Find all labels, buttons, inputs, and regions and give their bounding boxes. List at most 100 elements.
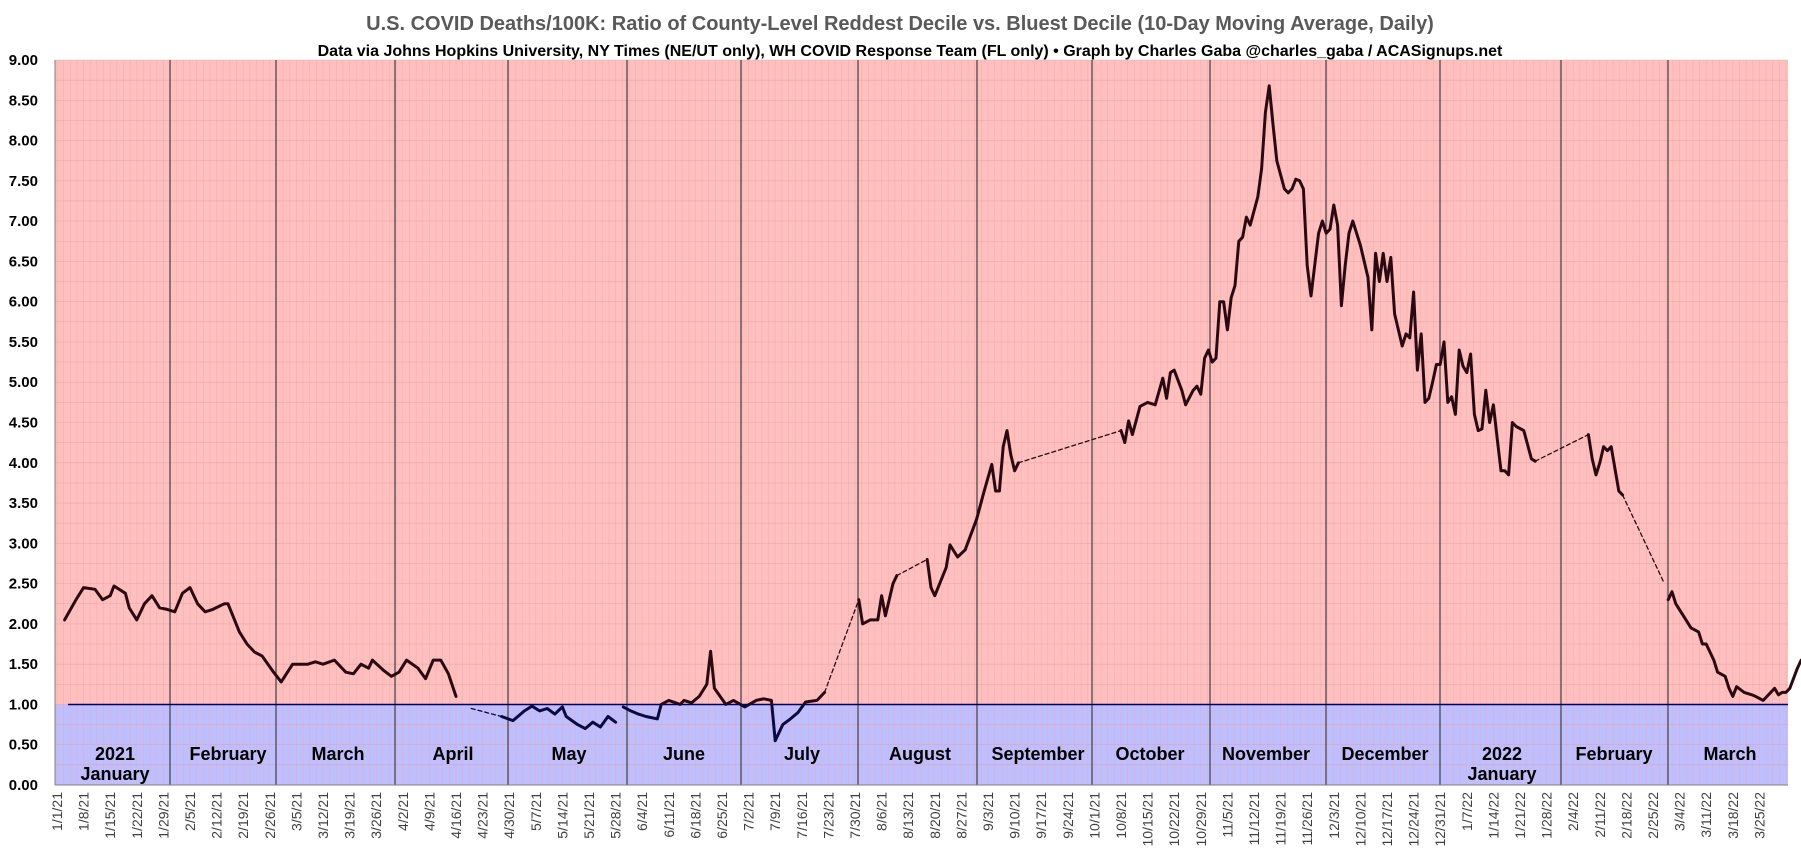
- data-series-segment: [1666, 590, 1801, 702]
- x-tick-label: 1/28/22: [1539, 792, 1555, 839]
- x-tick-label: 6/4/21: [634, 792, 650, 831]
- x-tick-label: 11/5/21: [1219, 792, 1235, 838]
- data-series-segment: [500, 704, 618, 731]
- x-tick-label: 2/4/22: [1565, 792, 1581, 831]
- y-tick-label: 2.50: [9, 576, 38, 593]
- x-tick-label: 9/17/21: [1033, 792, 1049, 839]
- x-tick-label: 9/24/21: [1060, 792, 1076, 839]
- x-tick-label: 2/25/22: [1645, 792, 1661, 839]
- x-tick-label: 11/19/21: [1273, 792, 1289, 846]
- month-label: December: [1341, 744, 1428, 764]
- x-tick-label: 6/11/21: [661, 792, 677, 838]
- x-tick-label: 1/8/21: [76, 792, 92, 831]
- y-tick-label: 6.00: [9, 294, 38, 311]
- y-tick-label: 0.00: [9, 777, 38, 794]
- y-tick-label: 7.50: [9, 173, 38, 190]
- x-tick-label: 5/28/21: [608, 792, 624, 839]
- x-tick-label: 1/14/22: [1485, 792, 1501, 839]
- data-series-segment: [1119, 84, 1537, 477]
- month-label: November: [1222, 744, 1310, 764]
- chart-subtitle: Data via Johns Hopkins University, NY Ti…: [318, 43, 1503, 60]
- month-label-sub: January: [80, 764, 149, 784]
- y-tick-label: 3.00: [9, 535, 38, 552]
- y-tick-label: 9.00: [9, 52, 38, 69]
- month-label: September: [991, 744, 1084, 764]
- y-tick-label: 2.00: [9, 616, 38, 633]
- x-tick-label: 12/31/21: [1432, 792, 1448, 847]
- x-tick-label: 10/1/21: [1086, 792, 1102, 839]
- data-series-segment: [621, 704, 806, 743]
- x-tick-label: 1/15/21: [102, 792, 118, 839]
- month-label: 2022: [1482, 744, 1522, 764]
- x-tick-label: 3/25/22: [1751, 792, 1767, 839]
- x-tick-label: 3/26/21: [368, 792, 384, 839]
- x-tick-label: 2/19/21: [235, 792, 251, 839]
- x-tick-label: 2/12/21: [209, 792, 225, 839]
- x-tick-label: 8/13/21: [900, 792, 916, 839]
- x-tick-label: 5/7/21: [528, 792, 544, 831]
- month-label: March: [311, 744, 364, 764]
- x-tick-label: 9/10/21: [1007, 792, 1023, 839]
- plot-area: 0.00 0.50 1.00 1.50 2.00 2.50 3.00 3.50 4.00 4.50…: [9, 52, 1801, 847]
- month-label-sub: January: [1467, 764, 1536, 784]
- chart-title: U.S. COVID Deaths/100K: Ratio of County-…: [366, 13, 1434, 35]
- x-tick-label: 11/26/21: [1299, 792, 1315, 846]
- y-tick-label: 4.00: [9, 455, 38, 472]
- x-tick-label: 3/4/22: [1672, 792, 1688, 831]
- y-tick-label: 1.50: [9, 656, 38, 673]
- x-tick-label: 2/26/21: [262, 792, 278, 839]
- month-label: October: [1115, 744, 1184, 764]
- month-label: June: [663, 744, 705, 764]
- x-tick-label: 4/16/21: [448, 792, 464, 839]
- x-tick-label: 6/25/21: [714, 792, 730, 839]
- data-series-segment: [925, 429, 1020, 598]
- x-tick-label: 3/11/22: [1698, 792, 1714, 838]
- x-tick-label: 4/2/21: [395, 792, 411, 831]
- x-tick-label: 12/17/21: [1379, 792, 1395, 847]
- data-series-segment: [823, 599, 860, 694]
- x-tick-label: 2/18/22: [1618, 792, 1634, 839]
- data-series-segment: [470, 707, 503, 718]
- month-label: February: [189, 744, 266, 764]
- data-series-segment: [63, 584, 458, 698]
- x-tick-label: 3/19/21: [342, 792, 358, 839]
- x-tick-label: 5/14/21: [554, 792, 570, 839]
- y-tick-label: 5.00: [9, 374, 38, 391]
- x-tick-label: 8/27/21: [953, 792, 969, 839]
- x-tick-label: 7/16/21: [794, 792, 810, 839]
- x-tick-label: 3/18/22: [1725, 792, 1741, 839]
- y-tick-label: 8.50: [9, 92, 38, 109]
- x-tick-label: 4/23/21: [475, 792, 491, 839]
- x-tick-label: 7/30/21: [847, 792, 863, 839]
- data-series-segment: [857, 574, 899, 626]
- y-tick-label: 8.00: [9, 133, 38, 150]
- x-tick-label: 7/23/21: [820, 792, 836, 839]
- x-tick-label: 8/6/21: [874, 792, 890, 831]
- x-tick-label: 12/10/21: [1352, 792, 1368, 847]
- x-tick-label: 7/9/21: [767, 792, 783, 831]
- x-tick-label: 2/5/21: [182, 792, 198, 831]
- data-series-segment: [1534, 433, 1590, 462]
- y-tick-label: 1.00: [9, 696, 38, 713]
- x-tick-label: 5/21/21: [581, 792, 597, 839]
- data-series-segment: [1586, 433, 1625, 497]
- month-label: 2021: [95, 744, 135, 764]
- x-tick-label: 4/30/21: [501, 792, 517, 839]
- x-tick-label: 8/20/21: [927, 792, 943, 839]
- data-series-segment: [896, 558, 928, 577]
- x-tick-label: 12/24/21: [1406, 792, 1422, 847]
- month-label: July: [784, 744, 820, 764]
- y-tick-label: 7.00: [9, 213, 38, 230]
- x-tick-label: 10/15/21: [1140, 792, 1156, 847]
- month-label: May: [551, 744, 586, 764]
- data-series-segment: [659, 649, 827, 705]
- x-tick-label: 2/11/22: [1592, 792, 1608, 838]
- x-tick-label: 9/3/21: [980, 792, 996, 831]
- x-tick-label: 3/5/21: [288, 792, 304, 831]
- x-tick-label: 3/12/21: [315, 792, 331, 839]
- x-tick-label: 4/9/21: [421, 792, 437, 831]
- month-label: March: [1703, 744, 1756, 764]
- data-series-segment: [1017, 429, 1122, 464]
- month-label: April: [432, 744, 473, 764]
- y-tick-label: 5.50: [9, 334, 38, 351]
